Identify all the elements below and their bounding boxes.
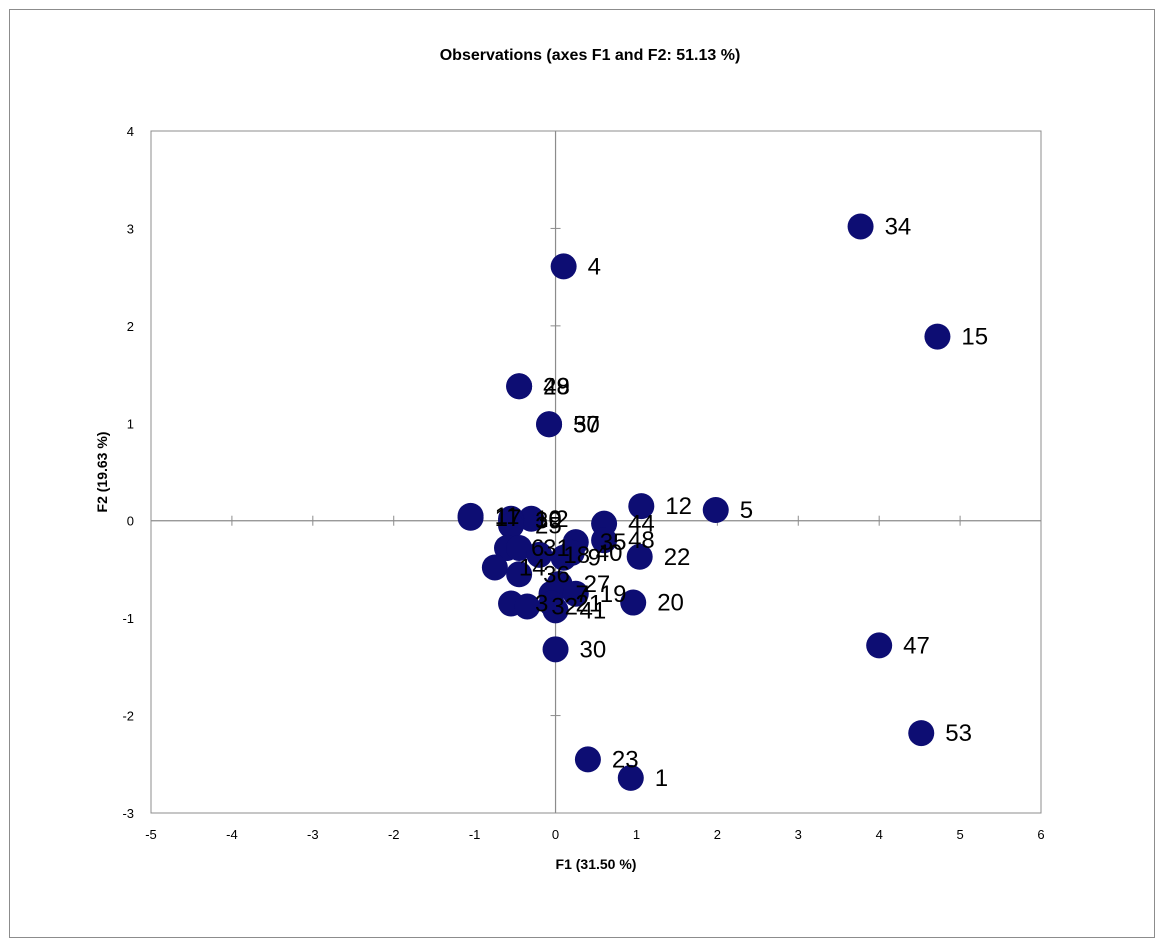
data-point <box>542 597 569 624</box>
data-point <box>506 534 533 561</box>
y-tick-label: 4 <box>127 124 134 139</box>
data-point <box>542 636 569 663</box>
data-point <box>550 544 577 571</box>
data-point <box>506 561 533 588</box>
y-tick-label: -2 <box>122 709 134 724</box>
data-point-label: 39 <box>535 508 562 535</box>
data-point-label: 30 <box>580 636 607 663</box>
data-point <box>526 541 553 568</box>
data-point-label: 47 <box>903 632 930 659</box>
y-tick-label: -3 <box>122 806 134 821</box>
x-tick-label: -3 <box>307 827 319 842</box>
x-tick-label: 3 <box>795 827 802 842</box>
data-point-label: 48 <box>628 527 655 554</box>
data-point <box>628 493 655 520</box>
data-point-label: 17 <box>495 505 522 532</box>
data-point <box>550 253 577 280</box>
x-tick-label: 4 <box>876 827 883 842</box>
data-point-label: 27 <box>584 571 611 598</box>
chart-title: Observations (axes F1 and F2: 51.13 %) <box>440 47 741 64</box>
data-point-label: 14 <box>519 554 546 581</box>
data-point <box>924 323 951 350</box>
x-axis-ticks: -5 -4 -3 -2 -1 0 1 2 3 4 5 6 <box>145 515 1045 842</box>
data-point-label: 53 <box>945 720 972 747</box>
x-tick-label: 2 <box>714 827 721 842</box>
data-point-label: 2 <box>555 506 568 533</box>
data-point-label: 3 <box>535 591 548 618</box>
x-tick-label: -1 <box>469 827 481 842</box>
data-point <box>620 589 647 616</box>
x-tick-label: -5 <box>145 827 157 842</box>
data-point-label: 11 <box>495 503 520 530</box>
data-point-label: 18 <box>563 542 590 569</box>
data-point-label: 5 <box>740 497 753 524</box>
data-point-label: 21 <box>576 591 603 618</box>
data-point-label: 31 <box>543 535 570 562</box>
data-point-label: 1 <box>655 765 668 792</box>
x-tick-label: 1 <box>633 827 640 842</box>
data-point <box>626 543 653 570</box>
data-point <box>498 512 525 539</box>
data-point-label: 44 <box>628 511 655 538</box>
data-point-label: 41 <box>580 597 607 624</box>
data-point <box>518 505 545 532</box>
data-point <box>574 746 601 773</box>
y-tick-label: 3 <box>127 221 134 236</box>
data-point <box>562 580 589 607</box>
data-point-label: 20 <box>657 590 684 617</box>
data-point-label: 23 <box>612 746 639 773</box>
x-axis-title: F1 (31.50 %) <box>556 856 637 872</box>
data-point-label: 7 <box>576 581 589 608</box>
data-point <box>536 411 563 438</box>
data-point <box>457 504 484 531</box>
data-point <box>908 720 935 747</box>
y-tick-label: 0 <box>127 514 134 529</box>
data-point-label: 25 <box>535 513 562 540</box>
y-tick-label: 1 <box>127 416 134 431</box>
data-point <box>591 527 618 554</box>
data-point <box>514 593 541 620</box>
data-point-label: 4 <box>588 253 601 280</box>
data-point-label: 48 <box>543 373 570 400</box>
plot-area <box>150 130 1042 814</box>
data-point-label: 36 <box>543 561 570 588</box>
data-point-label: 9 <box>588 545 601 572</box>
data-point-label: 10 <box>535 506 562 533</box>
data-point-label: 40 <box>596 540 623 567</box>
data-points <box>457 213 951 791</box>
data-point-label: 34 <box>885 213 912 240</box>
data-point-label: 15 <box>961 324 988 351</box>
data-point-label: 22 <box>664 544 691 571</box>
data-point <box>617 764 644 791</box>
x-tick-label: 6 <box>1037 827 1044 842</box>
x-tick-label: -4 <box>226 827 238 842</box>
data-point-label: 19 <box>600 581 627 608</box>
data-point-label: 12 <box>665 493 692 520</box>
x-tick-label: 5 <box>956 827 963 842</box>
y-tick-label: 2 <box>127 319 134 334</box>
data-point-label: 32 <box>551 593 578 620</box>
y-axis-title: F2 (19.63 %) <box>94 432 110 513</box>
data-point <box>702 496 729 523</box>
data-point <box>866 632 893 659</box>
data-point-label: 6 <box>531 535 544 562</box>
data-point-label: 37 <box>573 411 600 438</box>
data-point-label: 29 <box>543 373 570 400</box>
x-tick-label: -2 <box>388 827 400 842</box>
data-point <box>481 554 508 581</box>
x-tick-label: 0 <box>552 827 559 842</box>
data-point-label: 50 <box>573 411 600 438</box>
data-point <box>506 373 533 400</box>
data-point <box>847 213 874 240</box>
y-tick-label: -1 <box>122 611 134 626</box>
data-point-label: 35 <box>600 529 627 556</box>
